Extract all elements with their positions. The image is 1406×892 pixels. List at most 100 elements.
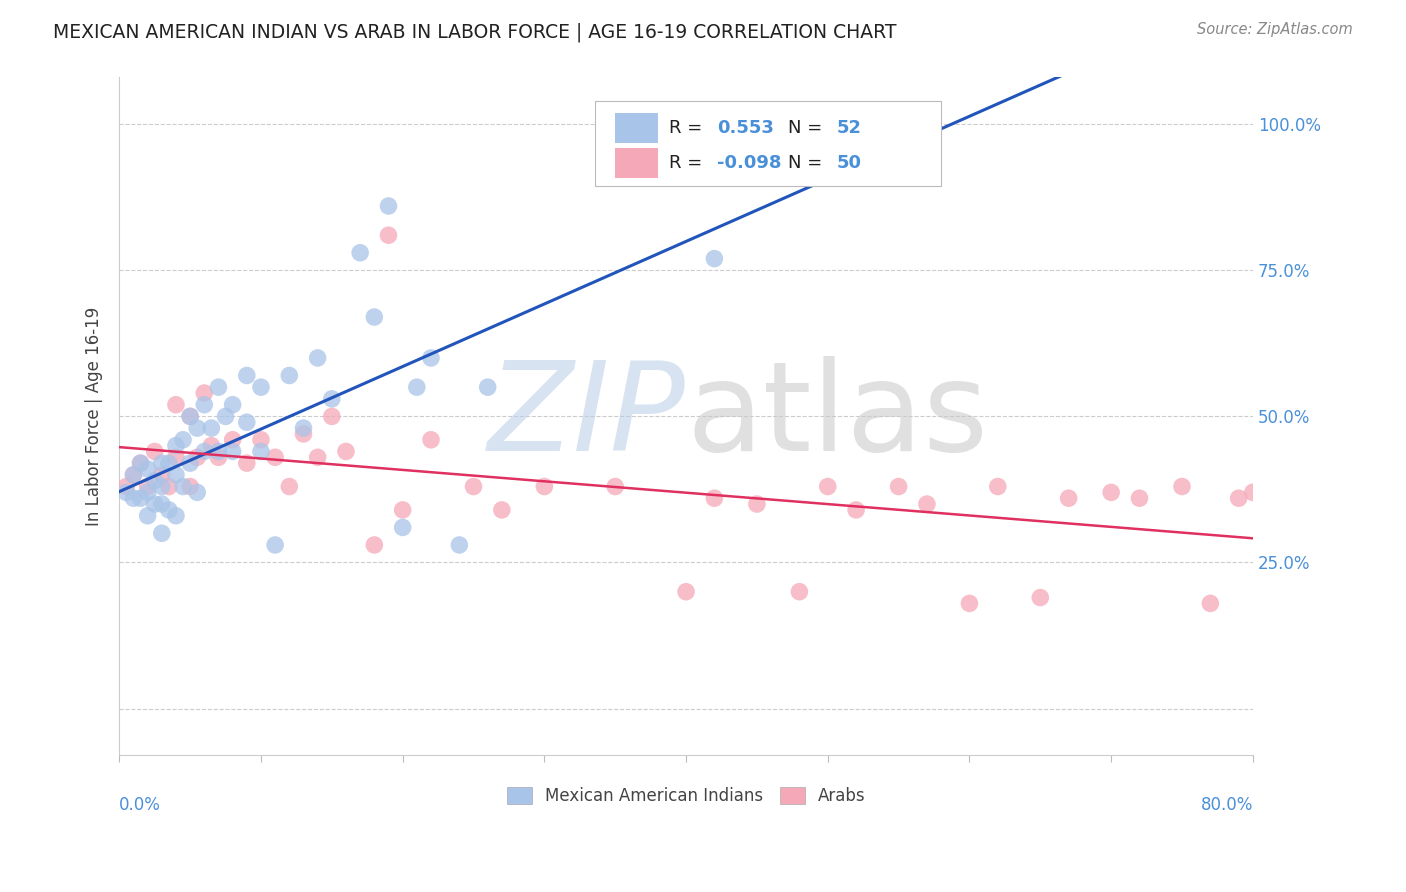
Point [789, 584, 811, 599]
Point [236, 415, 259, 429]
Point [915, 497, 938, 511]
Point [391, 520, 413, 534]
Point [143, 444, 166, 458]
Point [264, 538, 287, 552]
Point [1128, 491, 1150, 506]
Point [278, 479, 301, 493]
Point [292, 421, 315, 435]
Text: ZIP: ZIP [488, 356, 686, 477]
Point [165, 450, 187, 465]
Point [1227, 491, 1250, 506]
Point [845, 503, 868, 517]
Point [143, 497, 166, 511]
Point [179, 479, 201, 493]
Text: 50: 50 [837, 154, 862, 172]
Point [391, 503, 413, 517]
FancyBboxPatch shape [614, 113, 658, 143]
Point [307, 351, 329, 365]
Point [335, 444, 357, 458]
Text: 0.553: 0.553 [717, 119, 773, 137]
Point [150, 497, 173, 511]
Point [143, 474, 166, 488]
Point [186, 450, 208, 465]
Text: R =: R = [669, 119, 709, 137]
Point [250, 444, 273, 458]
Point [250, 380, 273, 394]
Text: 52: 52 [837, 119, 862, 137]
Point [193, 386, 215, 401]
Point [186, 421, 208, 435]
Point [236, 456, 259, 470]
Point [321, 392, 343, 406]
Point [186, 485, 208, 500]
Legend: Mexican American Indians, Arabs: Mexican American Indians, Arabs [501, 780, 872, 812]
Point [477, 380, 499, 394]
Point [129, 491, 152, 506]
Point [675, 584, 697, 599]
Point [605, 479, 627, 493]
Point [307, 450, 329, 465]
Point [207, 450, 229, 465]
FancyBboxPatch shape [595, 101, 941, 186]
Point [172, 479, 194, 493]
Point [221, 398, 243, 412]
Point [1057, 491, 1080, 506]
Point [165, 467, 187, 482]
Point [745, 497, 768, 511]
Point [193, 398, 215, 412]
Point [321, 409, 343, 424]
Text: N =: N = [789, 119, 828, 137]
Point [193, 444, 215, 458]
Point [420, 433, 443, 447]
Point [157, 503, 180, 517]
Point [172, 433, 194, 447]
Point [136, 485, 159, 500]
Point [463, 479, 485, 493]
Point [292, 426, 315, 441]
Point [533, 479, 555, 493]
Y-axis label: In Labor Force | Age 16-19: In Labor Force | Age 16-19 [86, 307, 103, 526]
Point [647, 146, 669, 161]
Point [150, 456, 173, 470]
Point [959, 596, 981, 610]
Point [165, 508, 187, 523]
Point [887, 479, 910, 493]
Point [165, 398, 187, 412]
Text: R =: R = [669, 154, 709, 172]
Point [221, 444, 243, 458]
Point [207, 380, 229, 394]
Point [703, 491, 725, 506]
Point [136, 479, 159, 493]
Point [377, 228, 399, 243]
Point [405, 380, 427, 394]
Text: Source: ZipAtlas.com: Source: ZipAtlas.com [1197, 22, 1353, 37]
Point [136, 462, 159, 476]
Point [817, 479, 839, 493]
Point [150, 479, 173, 493]
Point [349, 245, 371, 260]
Text: atlas: atlas [686, 356, 988, 477]
Point [122, 467, 145, 482]
Point [250, 433, 273, 447]
Point [1099, 485, 1122, 500]
Point [200, 421, 222, 435]
FancyBboxPatch shape [614, 148, 658, 178]
Point [129, 456, 152, 470]
Point [179, 409, 201, 424]
Point [1199, 596, 1222, 610]
Text: MEXICAN AMERICAN INDIAN VS ARAB IN LABOR FORCE | AGE 16-19 CORRELATION CHART: MEXICAN AMERICAN INDIAN VS ARAB IN LABOR… [53, 22, 897, 42]
Point [179, 456, 201, 470]
Point [420, 351, 443, 365]
Point [115, 485, 138, 500]
Text: N =: N = [789, 154, 828, 172]
Point [214, 409, 236, 424]
Text: -0.098: -0.098 [717, 154, 782, 172]
Point [200, 439, 222, 453]
Point [703, 252, 725, 266]
Point [136, 508, 159, 523]
Point [1171, 479, 1194, 493]
Point [278, 368, 301, 383]
Point [157, 479, 180, 493]
Point [363, 310, 385, 324]
Point [122, 491, 145, 506]
